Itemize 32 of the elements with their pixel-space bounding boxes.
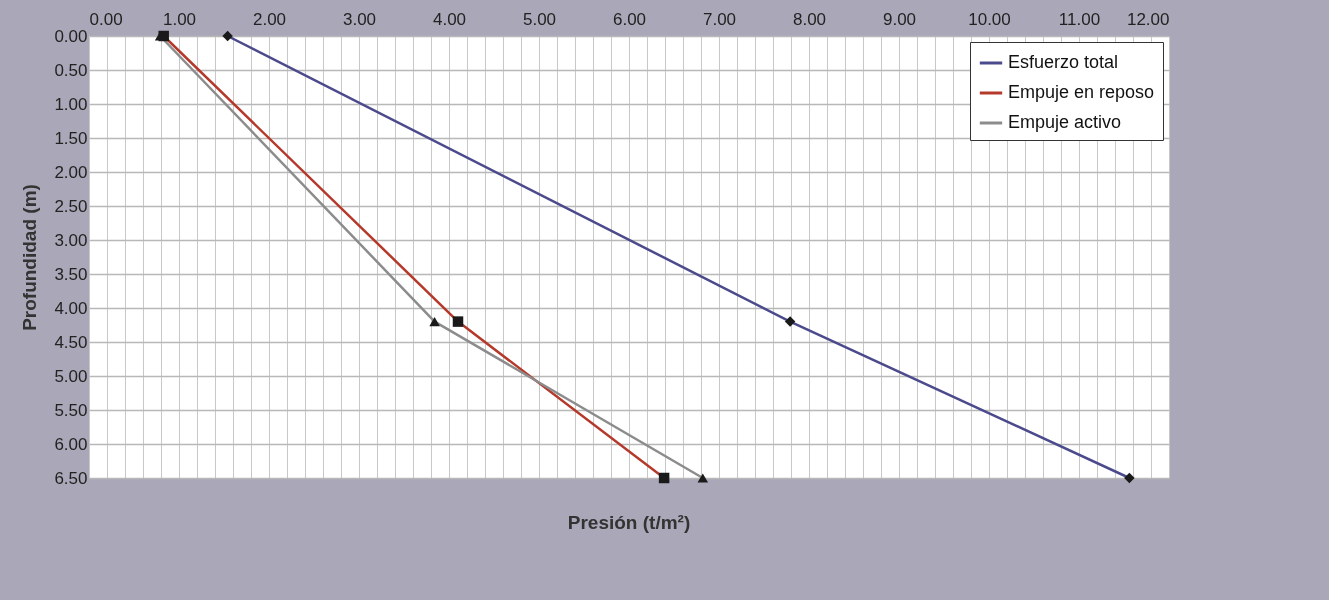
x-tick-label: 1.00 <box>162 9 197 29</box>
y-tick-label: 6.50 <box>54 468 88 488</box>
y-tick-label: 4.50 <box>54 332 88 352</box>
y-tick-label: 1.00 <box>54 94 88 114</box>
y-tick-label: 2.00 <box>54 162 88 182</box>
y-tick-label: 4.00 <box>54 298 88 318</box>
x-tick-label: 4.00 <box>432 9 467 29</box>
y-tick-label: 5.00 <box>54 366 88 386</box>
y-tick-label: 0.50 <box>54 60 88 80</box>
x-tick-label: 9.00 <box>882 9 917 29</box>
x-tick-label: 6.00 <box>612 9 647 29</box>
y-tick-label: 1.50 <box>54 128 88 148</box>
x-tick-label: 7.00 <box>702 9 737 29</box>
y-tick-label: 0.00 <box>54 26 88 46</box>
x-axis-title: Presión (t/m²) <box>567 512 691 533</box>
y-tick-label: 3.00 <box>54 230 88 250</box>
x-tick-label: 3.00 <box>342 9 377 29</box>
x-tick-label: 5.00 <box>522 9 557 29</box>
x-tick-label: 2.00 <box>252 9 287 29</box>
x-tick-label: 11.00 <box>1058 9 1101 29</box>
y-tick-label: 3.50 <box>54 264 88 284</box>
legend-label: Empuje en reposo <box>1008 82 1155 102</box>
y-axis-title: Profundidad (m) <box>19 184 41 331</box>
y-tick-label: 6.00 <box>54 434 88 454</box>
y-tick-label: 5.50 <box>54 400 88 420</box>
x-tick-label: 8.00 <box>792 9 827 29</box>
legend-label: Esfuerzo total <box>1008 52 1119 72</box>
x-tick-label: 10.00 <box>968 9 1011 29</box>
legend-label: Empuje activo <box>1008 112 1122 132</box>
x-tick-label: 0.00 <box>89 9 123 29</box>
y-tick-label: 2.50 <box>54 196 88 216</box>
x-tick-label: 12.00 <box>1126 9 1170 29</box>
